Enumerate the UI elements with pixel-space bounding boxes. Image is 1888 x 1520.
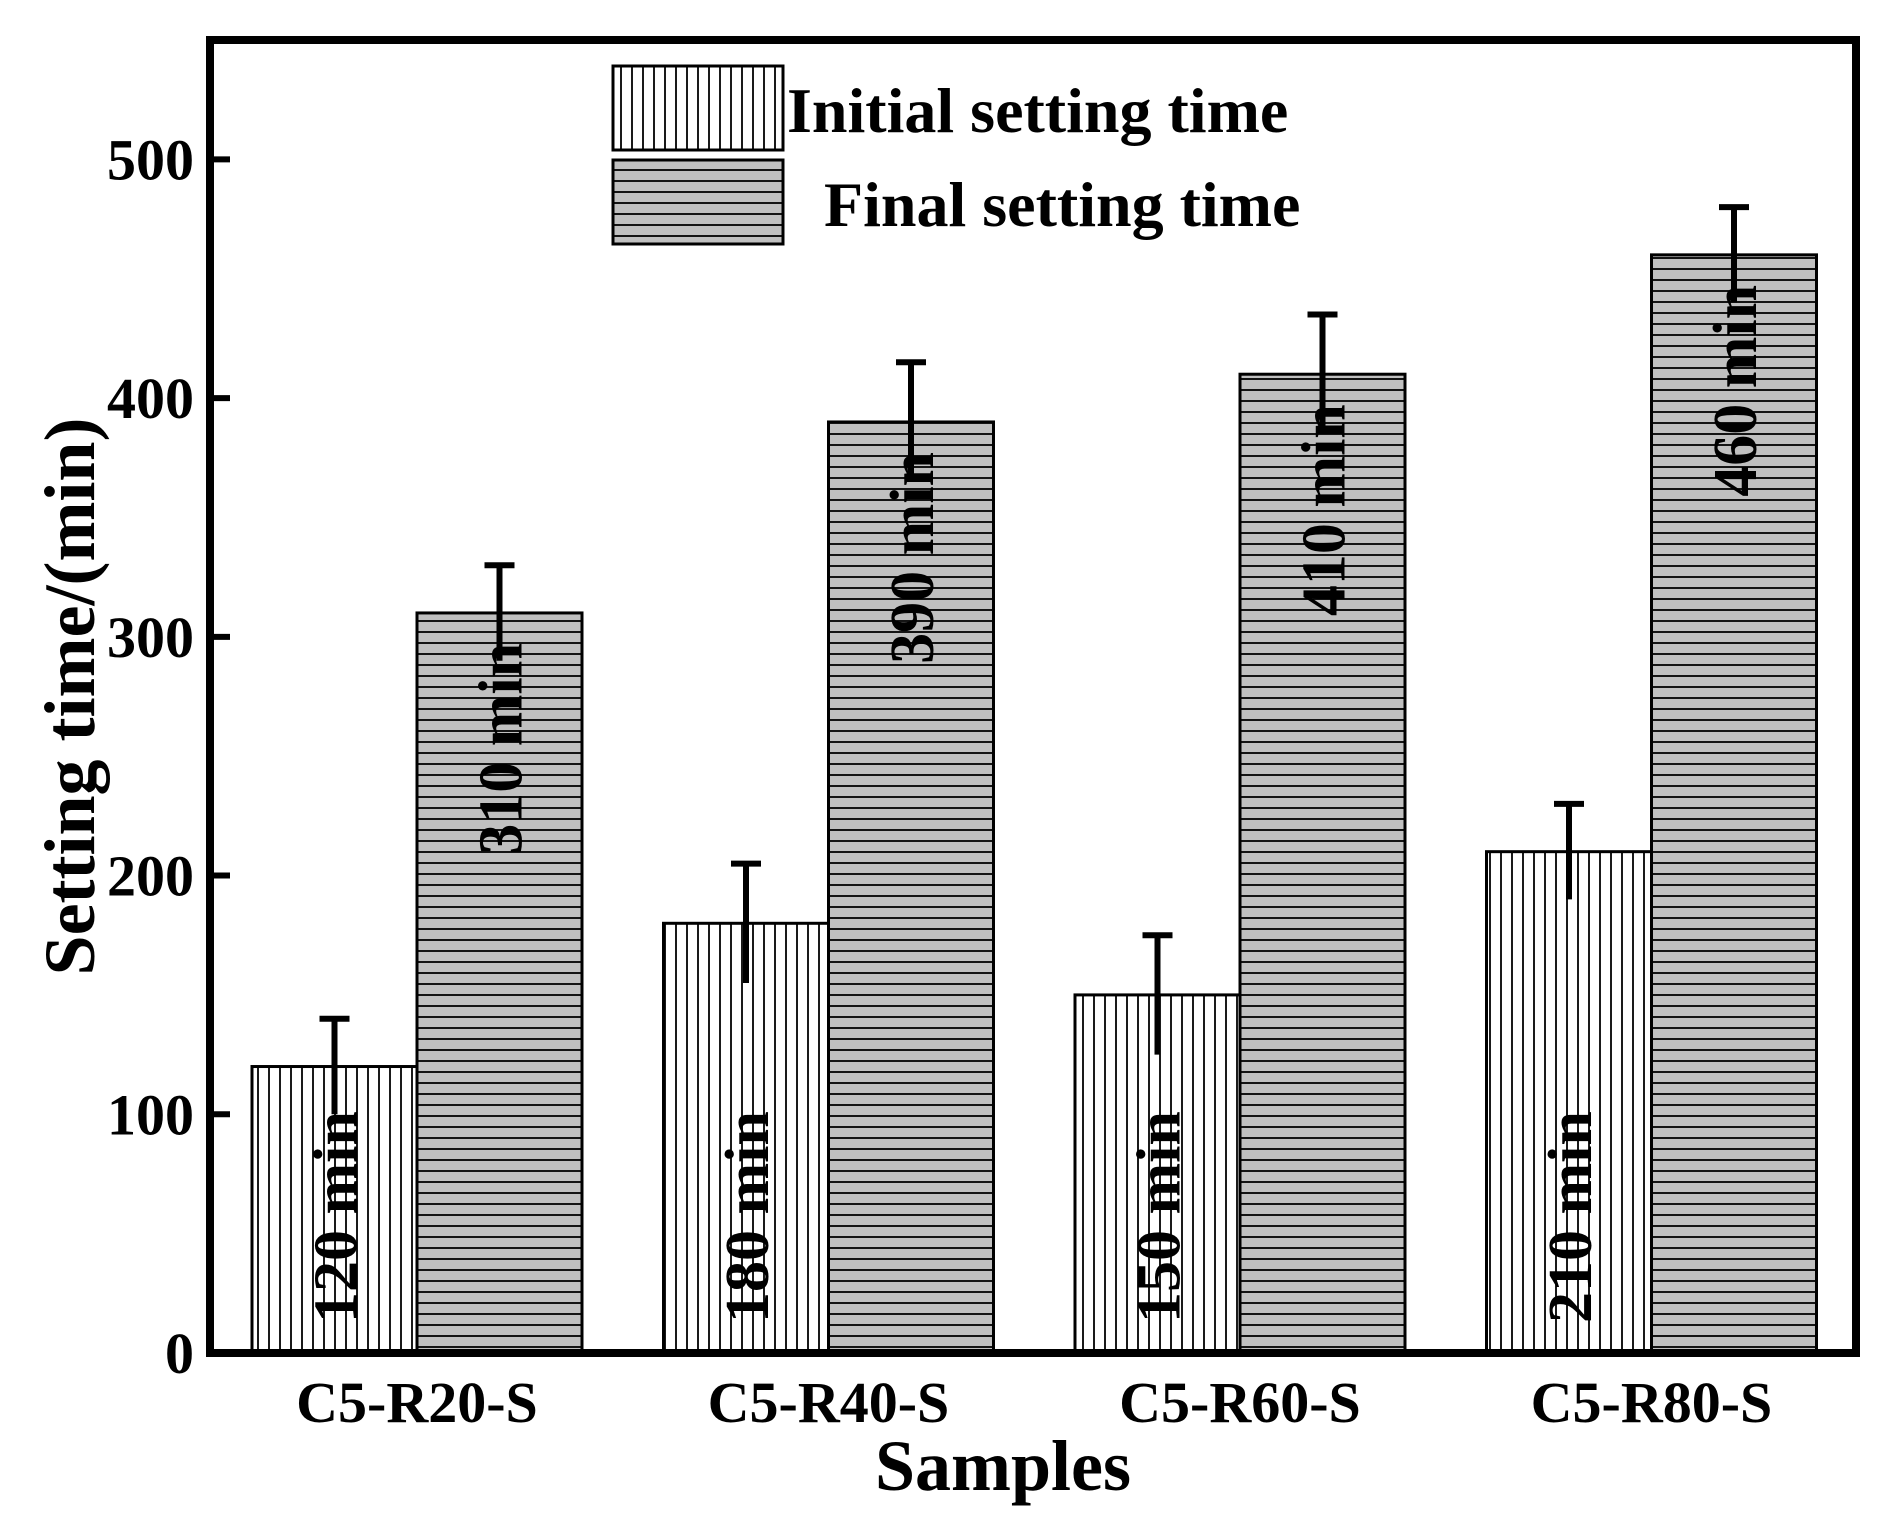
y-tick-label: 0 [165, 1321, 194, 1386]
bar-value-label: 120 min [303, 1111, 371, 1323]
y-tick-label: 300 [107, 605, 194, 670]
bar-final-C5-R80-S [1650, 253, 1818, 1355]
y-tick-label: 500 [107, 127, 194, 192]
x-category-label: C5-R80-S [1531, 1370, 1773, 1435]
y-tick-label: 100 [107, 1082, 194, 1147]
bar-value-label: 460 min [1702, 285, 1770, 497]
y-axis-ticks: 0 100 200 300 400 500 [107, 127, 230, 1386]
legend: Initial setting time Final setting time [611, 64, 1300, 246]
legend-label-initial: Initial setting time [787, 75, 1288, 146]
bar-final-C5-R20-S [415, 611, 584, 1355]
bar-final-C5-R40-S [827, 420, 995, 1355]
bar-value-label: 390 min [879, 452, 947, 664]
legend-label-final: Final setting time [824, 169, 1300, 240]
data-labels-layer: 120 min 310 min 180 min 390 min 150 min 410 m… [303, 285, 1771, 1323]
x-category-label: C5-R20-S [296, 1370, 538, 1435]
bar-value-label: 180 min [714, 1111, 782, 1323]
legend-swatch-initial [611, 64, 785, 152]
legend-swatch-final [611, 158, 785, 246]
plot-frame [206, 36, 1860, 1357]
x-category-label: C5-R60-S [1119, 1370, 1361, 1435]
y-axis-title: Setting time/(min) [30, 418, 110, 976]
bar-value-label: 410 min [1291, 404, 1359, 616]
bar-value-label: 210 min [1537, 1111, 1605, 1323]
x-category-label: C5-R40-S [708, 1370, 950, 1435]
y-tick-label: 200 [107, 844, 194, 909]
error-bars-layer [319, 204, 1749, 1115]
y-tick-label: 400 [107, 366, 194, 431]
x-axis-title: Samples [875, 1426, 1131, 1506]
x-axis-categories: C5-R20-S C5-R40-S C5-R60-S C5-R80-S [296, 1370, 1772, 1435]
bars-layer [250, 253, 1818, 1355]
bar-value-label: 150 min [1126, 1111, 1194, 1323]
bar-value-label: 310 min [468, 643, 536, 855]
bar-final-C5-R60-S [1238, 372, 1407, 1355]
